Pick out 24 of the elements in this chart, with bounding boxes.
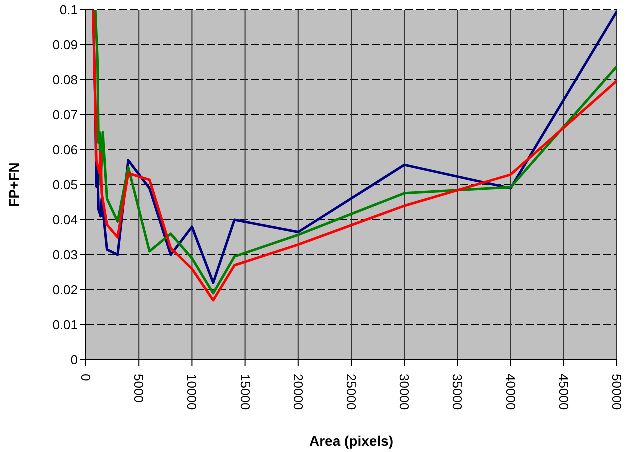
- y-tick-label: 0.01: [52, 318, 78, 333]
- y-tick-label: 0.08: [52, 72, 78, 88]
- x-tick-label: 10000: [184, 374, 200, 410]
- y-tick-label: 0.1: [60, 2, 78, 18]
- x-tick-label: 25000: [344, 374, 359, 410]
- x-tick-label: 50000: [610, 374, 624, 410]
- x-tick-label: 15000: [238, 374, 253, 410]
- y-tick-label: 0.09: [52, 38, 78, 53]
- x-tick-label: 30000: [397, 374, 412, 410]
- x-tick-label: 35000: [450, 374, 466, 410]
- y-tick-label: 0: [70, 352, 78, 368]
- y-tick-label: 0.06: [52, 142, 78, 158]
- y-tick-label: 0.07: [52, 108, 78, 123]
- x-tick-label: 5000: [132, 374, 147, 403]
- x-tick-label: 45000: [556, 374, 572, 410]
- y-tick-label: 0.05: [52, 178, 78, 193]
- x-tick-label: 0: [78, 374, 94, 382]
- y-axis-title: FP+FN: [6, 162, 22, 208]
- y-tick-label: 0.04: [52, 212, 78, 228]
- x-tick-label: 20000: [290, 374, 306, 410]
- x-tick-label: 40000: [503, 374, 518, 410]
- y-tick-label: 0.02: [52, 282, 78, 298]
- x-axis-title: Area (pixels): [309, 433, 394, 449]
- y-tick-label: 0.03: [52, 248, 78, 263]
